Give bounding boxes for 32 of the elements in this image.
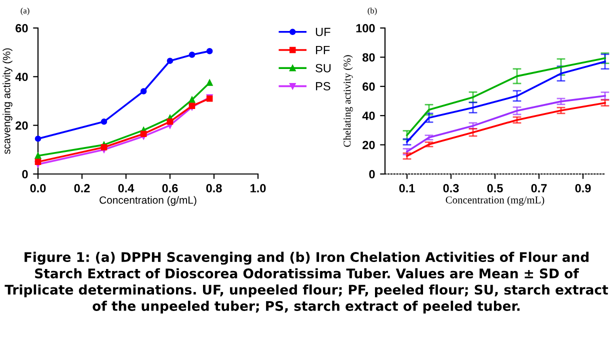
- x-axis-title: Concentration (mg/mL): [446, 196, 544, 206]
- x-tick-label: 0.3: [443, 184, 459, 192]
- y-axis-title: scavenging activity (%): [2, 48, 12, 154]
- x-axis-title: Concentration (g/mL): [100, 196, 196, 206]
- y-tick-label: 0: [22, 170, 28, 178]
- x-tick-label: 0.8: [206, 184, 222, 192]
- x-tick-label: 0.9: [575, 184, 591, 192]
- caption: Figure 1: (a) DPPH Scavenging and (b) Iron Chelation Activities of Flour and Starch Extract of Dioscorea Odoratissima Tuber. Values are Mean ± SD of Triplicate determinations. UF, unpeeled flour; PF, peeled flour; SU, starch extract of the unpeeled tuber; PS, starch extract of peeled tuber.: [4, 252, 608, 314]
- x-tick-label: 0.7: [531, 184, 547, 192]
- y-tick-label: 80: [362, 53, 375, 62]
- x-tick-label: 0.2: [74, 184, 90, 192]
- y-tick-label: 60: [362, 82, 375, 91]
- x-tick-label: 0.4: [118, 184, 134, 192]
- legend-label: UF: [316, 28, 330, 36]
- legend-label: PS: [316, 82, 330, 90]
- y-tick-label: 60: [16, 24, 28, 32]
- y-axis-title: Chelating activity (%): [343, 55, 353, 147]
- x-tick-label: 0.5: [487, 184, 503, 192]
- y-tick-label: 100: [356, 24, 375, 32]
- y-tick-label: 40: [362, 112, 375, 120]
- y-tick-label: 20: [16, 121, 28, 130]
- y-tick-label: 40: [15, 72, 28, 82]
- x-tick-label: 1.0: [250, 184, 266, 192]
- chart-title: (a): [20, 8, 30, 16]
- legend-label: SU: [316, 64, 331, 72]
- x-tick-label: 0.1: [399, 184, 415, 192]
- legend-label: PF: [316, 46, 330, 54]
- y-tick-label: 0: [369, 170, 375, 178]
- x-tick-label: 0.6: [162, 184, 178, 192]
- x-tick-label: 0.0: [30, 184, 46, 192]
- y-tick-label: 20: [362, 140, 375, 150]
- chart-title: (b): [368, 8, 377, 16]
